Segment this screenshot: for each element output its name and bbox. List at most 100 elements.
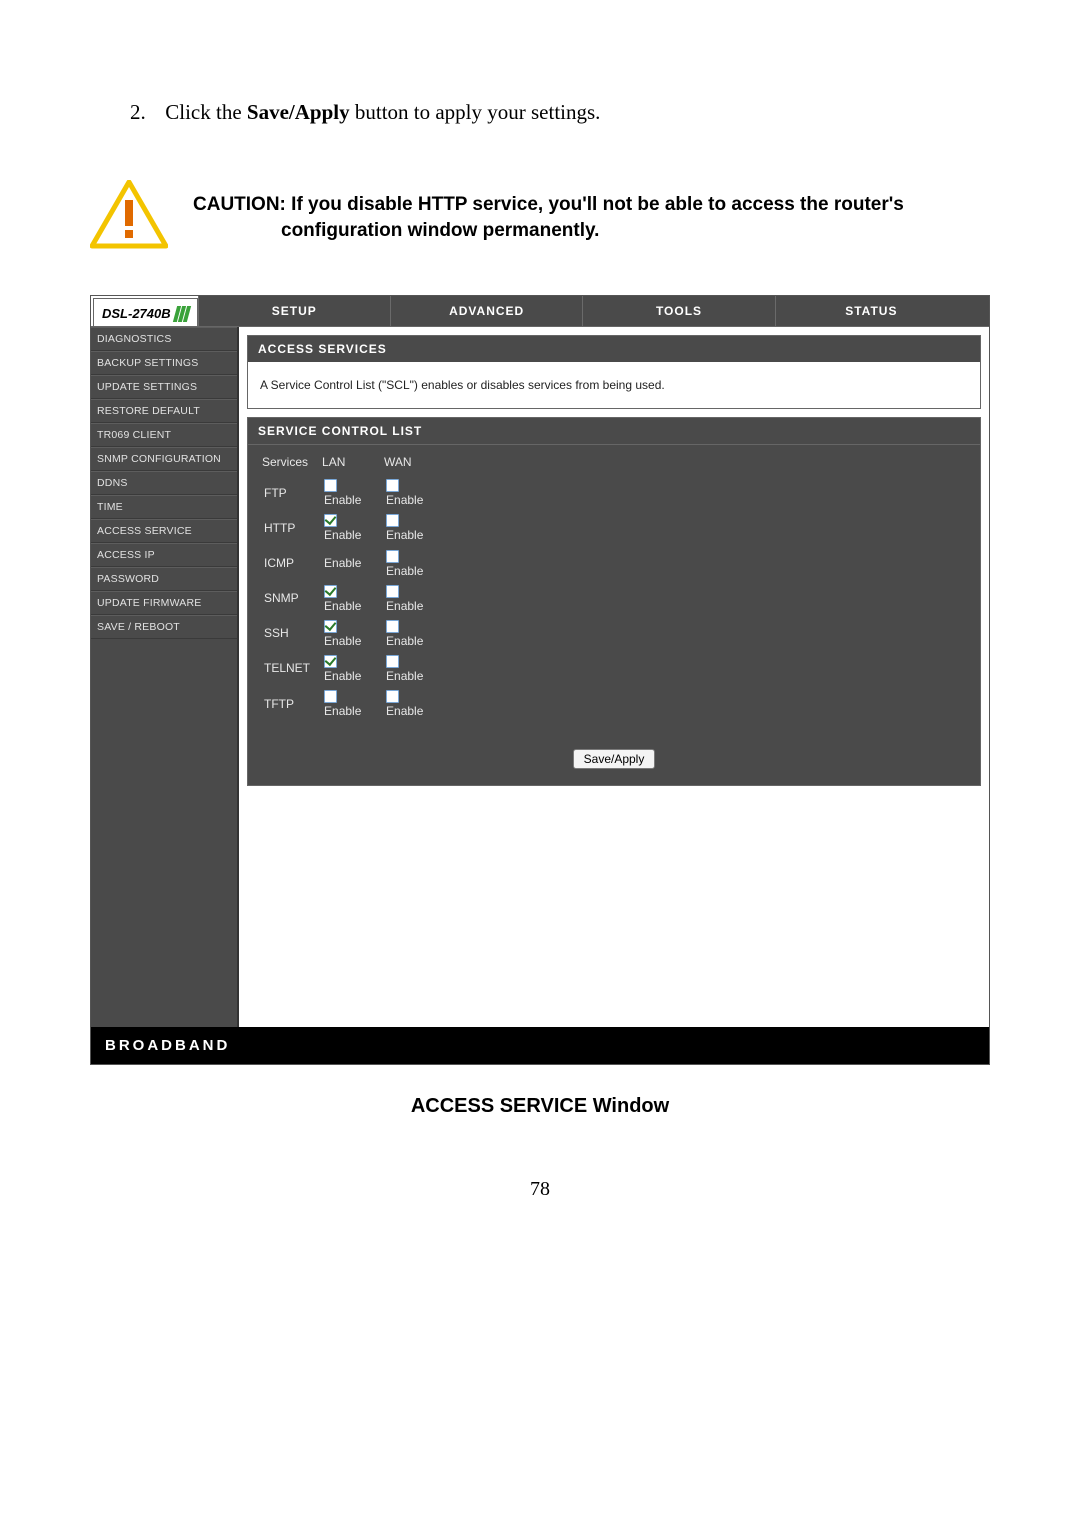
wan-checkbox[interactable]	[386, 620, 399, 633]
table-row: SSH Enable Enable	[258, 616, 442, 651]
table-row: TELNET Enable Enable	[258, 651, 442, 686]
save-apply-button[interactable]: Save/Apply	[573, 749, 656, 769]
wan-enable-label: Enable	[386, 599, 423, 613]
lan-checkbox[interactable]	[324, 655, 337, 668]
sidebar-item[interactable]: UPDATE SETTINGS	[91, 375, 237, 399]
content-area: ACCESS SERVICES A Service Control List (…	[239, 327, 989, 1027]
wan-cell: Enable	[380, 686, 442, 721]
model-tab: DSL-2740B	[93, 298, 198, 326]
table-header-row: Services LAN WAN	[258, 451, 442, 475]
wan-checkbox[interactable]	[386, 690, 399, 703]
sidebar-item[interactable]: PASSWORD	[91, 567, 237, 591]
wan-enable-label: Enable	[386, 528, 423, 542]
caution-line1: If you disable HTTP service, you'll not …	[286, 194, 904, 215]
wan-cell: Enable	[380, 580, 442, 615]
service-name: TFTP	[258, 686, 318, 721]
lan-enable-label: Enable	[324, 634, 361, 648]
wan-enable-label: Enable	[386, 669, 423, 683]
service-name: ICMP	[258, 545, 318, 580]
wan-checkbox[interactable]	[386, 655, 399, 668]
sidebar-item[interactable]: TR069 CLIENT	[91, 423, 237, 447]
table-row: HTTP Enable Enable	[258, 510, 442, 545]
caution-block: CAUTION: If you disable HTTP service, yo…	[90, 180, 990, 255]
sidebar-item[interactable]: UPDATE FIRMWARE	[91, 591, 237, 615]
col-lan: LAN	[318, 451, 380, 475]
lan-checkbox[interactable]	[324, 585, 337, 598]
lan-checkbox[interactable]	[324, 479, 337, 492]
sidebar-item[interactable]: ACCESS SERVICE	[91, 519, 237, 543]
top-nav: SETUP ADVANCED TOOLS STATUS	[198, 296, 989, 326]
wan-enable-label: Enable	[386, 634, 423, 648]
nav-tools[interactable]: TOOLS	[582, 296, 774, 326]
lan-enable-label: Enable	[324, 528, 361, 542]
wan-cell: Enable	[380, 510, 442, 545]
sidebar-item[interactable]: SAVE / REBOOT	[91, 615, 237, 639]
sidebar-item[interactable]: TIME	[91, 495, 237, 519]
sidebar-item[interactable]: DIAGNOSTICS	[91, 327, 237, 351]
wan-checkbox[interactable]	[386, 585, 399, 598]
wan-enable-label: Enable	[386, 493, 423, 507]
service-control-table: Services LAN WAN FTP Enable Enable HTTP Enab…	[258, 451, 442, 721]
table-row: TFTP Enable Enable	[258, 686, 442, 721]
service-name: TELNET	[258, 651, 318, 686]
caution-text: CAUTION: If you disable HTTP service, yo…	[193, 192, 990, 243]
lan-cell: Enable	[318, 616, 380, 651]
lan-cell: Enable	[318, 651, 380, 686]
lan-cell: Enable	[318, 686, 380, 721]
lan-enable-label: Enable	[324, 493, 361, 507]
nav-spacer	[967, 296, 989, 326]
lan-cell: Enable	[318, 545, 380, 580]
service-control-panel: SERVICE CONTROL LIST Services LAN WAN FT…	[247, 417, 981, 786]
lan-enable-label: Enable	[324, 556, 361, 570]
wan-cell: Enable	[380, 545, 442, 580]
lan-enable-label: Enable	[324, 669, 361, 683]
wan-checkbox[interactable]	[386, 550, 399, 563]
caution-label: CAUTION:	[193, 194, 286, 215]
sidebar-fill	[91, 639, 237, 1027]
service-name: SSH	[258, 616, 318, 651]
service-name: HTTP	[258, 510, 318, 545]
table-row: SNMP Enable Enable	[258, 580, 442, 615]
table-row: ICMP Enable Enable	[258, 545, 442, 580]
instruction-prefix: Click the	[165, 100, 247, 124]
service-control-title: SERVICE CONTROL LIST	[248, 418, 980, 445]
lan-enable-label: Enable	[324, 704, 361, 718]
access-services-desc: A Service Control List ("SCL") enables o…	[248, 362, 980, 408]
lan-checkbox[interactable]	[324, 620, 337, 633]
router-topbar: DSL-2740B SETUP ADVANCED TOOLS STATUS	[91, 296, 989, 327]
sidebar: DIAGNOSTICSBACKUP SETTINGSUPDATE SETTING…	[91, 327, 239, 1027]
warning-icon	[90, 180, 168, 255]
service-name: SNMP	[258, 580, 318, 615]
lan-cell: Enable	[318, 475, 380, 510]
service-name: FTP	[258, 475, 318, 510]
nav-advanced[interactable]: ADVANCED	[390, 296, 582, 326]
nav-status[interactable]: STATUS	[775, 296, 967, 326]
lan-cell: Enable	[318, 510, 380, 545]
caution-line2: configuration window permanently.	[193, 218, 990, 244]
page-number: 78	[90, 1178, 990, 1201]
wan-cell: Enable	[380, 616, 442, 651]
model-label: DSL-2740B	[102, 306, 171, 321]
lan-checkbox[interactable]	[324, 514, 337, 527]
save-row: Save/Apply	[248, 735, 980, 785]
lan-cell: Enable	[318, 580, 380, 615]
wan-checkbox[interactable]	[386, 514, 399, 527]
wan-enable-label: Enable	[386, 704, 423, 718]
sidebar-item[interactable]: ACCESS IP	[91, 543, 237, 567]
instruction-bold: Save/Apply	[247, 100, 350, 124]
instruction-line: 2. Click the Save/Apply button to apply …	[90, 100, 990, 125]
sidebar-item[interactable]: SNMP CONFIGURATION	[91, 447, 237, 471]
nav-setup[interactable]: SETUP	[198, 296, 390, 326]
wan-enable-label: Enable	[386, 563, 423, 577]
wan-checkbox[interactable]	[386, 479, 399, 492]
col-services: Services	[258, 451, 318, 475]
sidebar-item[interactable]: BACKUP SETTINGS	[91, 351, 237, 375]
sidebar-item[interactable]: DDNS	[91, 471, 237, 495]
lan-checkbox[interactable]	[324, 690, 337, 703]
wan-cell: Enable	[380, 475, 442, 510]
sidebar-item[interactable]: RESTORE DEFAULT	[91, 399, 237, 423]
router-footer: BROADBAND	[91, 1027, 989, 1064]
lan-enable-label: Enable	[324, 599, 361, 613]
model-bars-icon	[175, 306, 189, 322]
access-services-title: ACCESS SERVICES	[248, 336, 980, 362]
